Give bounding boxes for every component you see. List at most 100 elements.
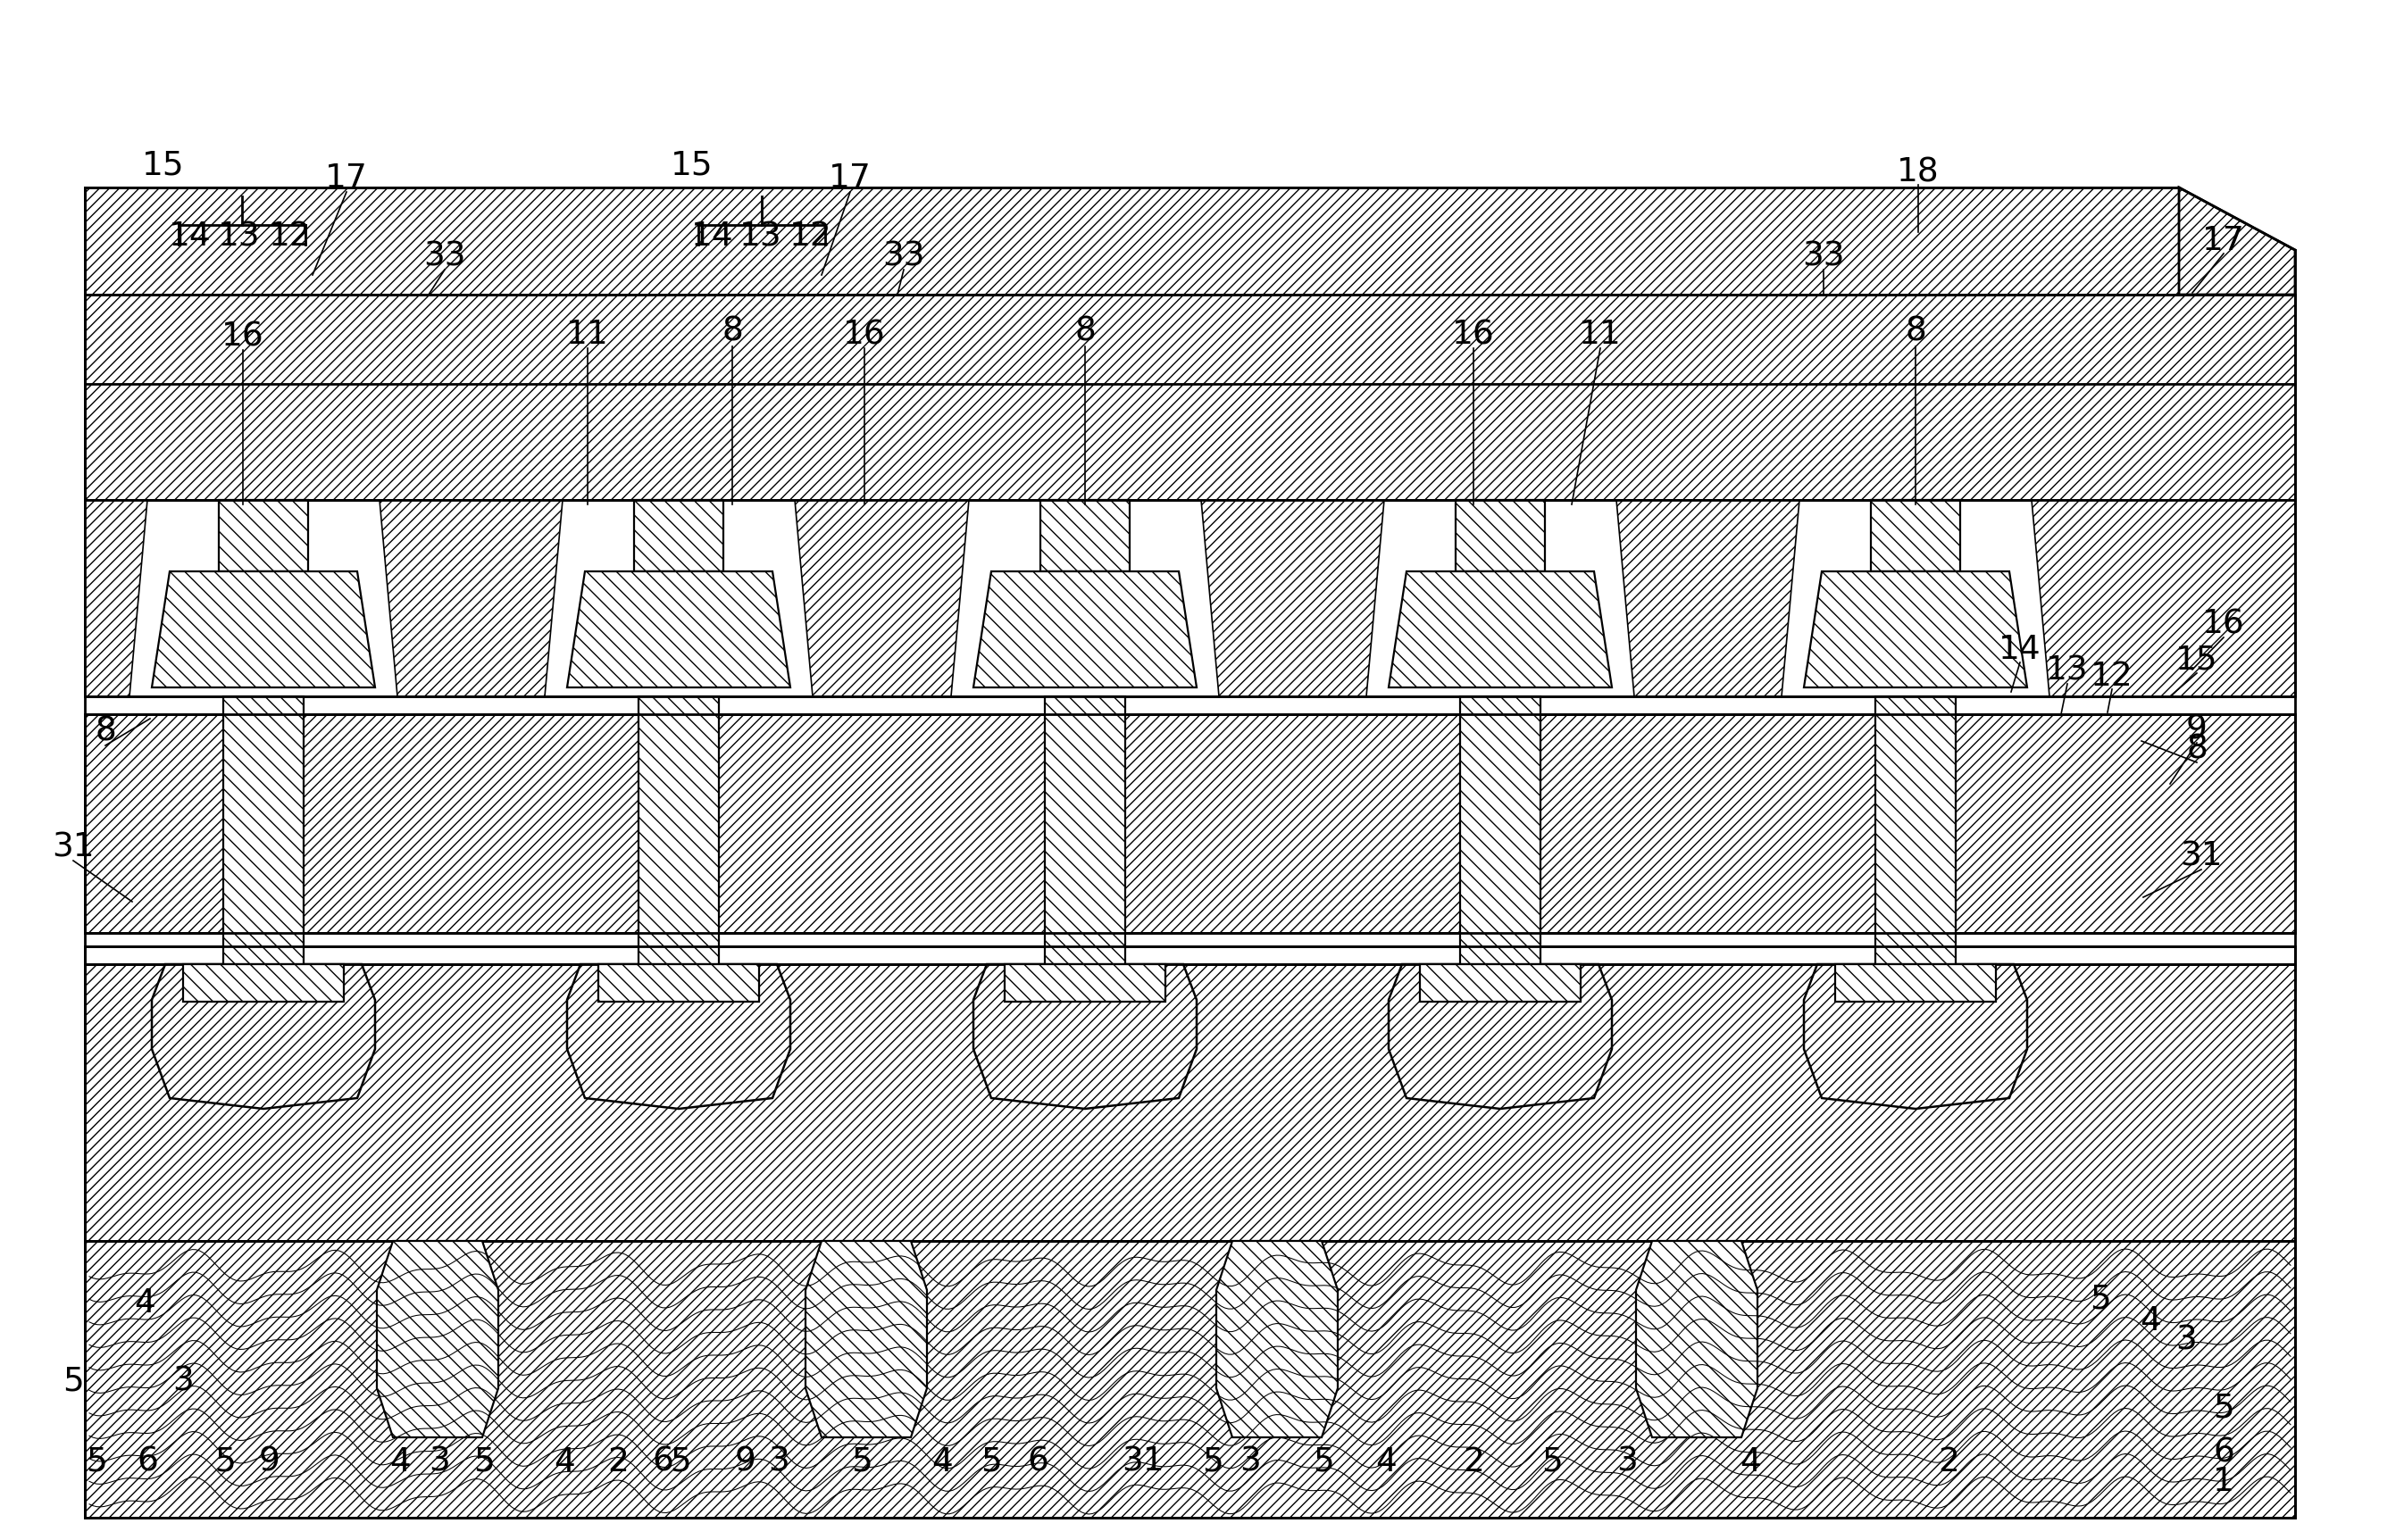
Text: 6: 6 — [1027, 1446, 1048, 1478]
Text: 5: 5 — [214, 1446, 236, 1478]
Text: 8: 8 — [721, 316, 743, 348]
Bar — [639, 696, 719, 964]
Text: 31: 31 — [1123, 1446, 1164, 1478]
Polygon shape — [2031, 500, 2296, 696]
Text: 1: 1 — [2214, 1466, 2233, 1498]
Text: 14: 14 — [1998, 634, 2041, 665]
Text: 5: 5 — [671, 1446, 690, 1478]
Text: 4: 4 — [1375, 1446, 1397, 1478]
Text: 11: 11 — [567, 319, 608, 351]
Polygon shape — [1615, 500, 1801, 696]
Text: 3: 3 — [2176, 1324, 2197, 1357]
Text: 31: 31 — [53, 832, 94, 864]
Text: 4: 4 — [553, 1446, 575, 1478]
Text: 5: 5 — [474, 1446, 495, 1478]
Text: 9: 9 — [2185, 715, 2207, 747]
Text: 5: 5 — [87, 1446, 108, 1478]
Polygon shape — [84, 715, 2296, 933]
Bar — [1875, 696, 1957, 964]
Polygon shape — [567, 964, 791, 1109]
Polygon shape — [84, 188, 2178, 294]
Text: 11: 11 — [1579, 319, 1623, 351]
Bar — [1459, 696, 1541, 964]
Text: 8: 8 — [1904, 316, 1926, 348]
Polygon shape — [1390, 571, 1613, 687]
Bar — [224, 696, 303, 964]
Text: 4: 4 — [1740, 1446, 1760, 1478]
Text: 5: 5 — [1541, 1446, 1563, 1478]
Text: 3: 3 — [173, 1366, 195, 1398]
Text: 18: 18 — [1897, 156, 1940, 188]
Text: 15: 15 — [2176, 645, 2219, 676]
Text: 9: 9 — [260, 1446, 281, 1478]
Bar — [1005, 964, 1166, 1001]
Polygon shape — [796, 500, 969, 696]
Text: 16: 16 — [1452, 319, 1495, 351]
Polygon shape — [1202, 500, 1385, 696]
Text: 15: 15 — [142, 149, 185, 182]
Bar — [219, 500, 308, 571]
Bar — [1421, 964, 1582, 1001]
Text: 2: 2 — [1938, 1446, 1959, 1478]
Bar — [599, 964, 760, 1001]
Text: 31: 31 — [2180, 841, 2224, 873]
Text: 17: 17 — [325, 163, 368, 194]
Text: 16: 16 — [221, 322, 264, 354]
Bar — [1046, 696, 1125, 964]
Text: 17: 17 — [2202, 225, 2245, 257]
Text: 5: 5 — [2089, 1283, 2111, 1315]
Text: 16: 16 — [2202, 608, 2245, 641]
Text: 14: 14 — [692, 220, 733, 253]
Text: 6: 6 — [651, 1446, 673, 1478]
Bar — [1834, 964, 1995, 1001]
Polygon shape — [84, 500, 147, 696]
Text: 13: 13 — [2046, 656, 2089, 687]
Polygon shape — [1637, 1241, 1757, 1437]
Text: 12: 12 — [789, 220, 832, 253]
Polygon shape — [974, 571, 1197, 687]
Bar — [1454, 500, 1546, 571]
Text: 3: 3 — [1240, 1446, 1260, 1478]
Bar — [84, 946, 2296, 964]
Polygon shape — [1216, 1241, 1337, 1437]
Polygon shape — [567, 571, 791, 687]
Text: 15: 15 — [671, 149, 714, 182]
Bar — [635, 500, 724, 571]
Polygon shape — [84, 294, 2296, 500]
Polygon shape — [151, 571, 375, 687]
Text: 3: 3 — [428, 1446, 450, 1478]
Text: 4: 4 — [135, 1287, 156, 1320]
Polygon shape — [1803, 964, 2027, 1109]
Text: 8: 8 — [94, 716, 115, 748]
Text: 14: 14 — [168, 220, 212, 253]
Polygon shape — [151, 964, 375, 1109]
Bar — [183, 964, 344, 1001]
Text: 13: 13 — [219, 220, 260, 253]
Polygon shape — [2178, 188, 2296, 294]
Polygon shape — [974, 964, 1197, 1109]
Polygon shape — [377, 1241, 498, 1437]
Polygon shape — [84, 964, 2296, 1241]
Text: 5: 5 — [851, 1446, 873, 1478]
Text: 16: 16 — [844, 319, 885, 351]
Text: 5: 5 — [1202, 1446, 1224, 1478]
Text: 8: 8 — [1075, 316, 1096, 348]
Text: 5: 5 — [1313, 1446, 1334, 1478]
Text: 2: 2 — [608, 1446, 627, 1478]
Text: 33: 33 — [423, 242, 466, 273]
Text: 8: 8 — [2185, 735, 2207, 765]
Text: 2: 2 — [1462, 1446, 1483, 1478]
Text: 33: 33 — [882, 242, 926, 273]
Text: 12: 12 — [2091, 661, 2132, 693]
Text: 3: 3 — [1615, 1446, 1637, 1478]
Text: 3: 3 — [769, 1446, 789, 1478]
Polygon shape — [805, 1241, 928, 1437]
Polygon shape — [84, 1241, 2296, 1518]
Polygon shape — [1390, 964, 1613, 1109]
Text: 6: 6 — [2214, 1437, 2233, 1469]
Bar — [1041, 500, 1130, 571]
Text: 9: 9 — [736, 1446, 757, 1478]
Text: 33: 33 — [1803, 242, 1844, 273]
Text: 4: 4 — [2140, 1306, 2161, 1337]
Polygon shape — [1803, 571, 2027, 687]
